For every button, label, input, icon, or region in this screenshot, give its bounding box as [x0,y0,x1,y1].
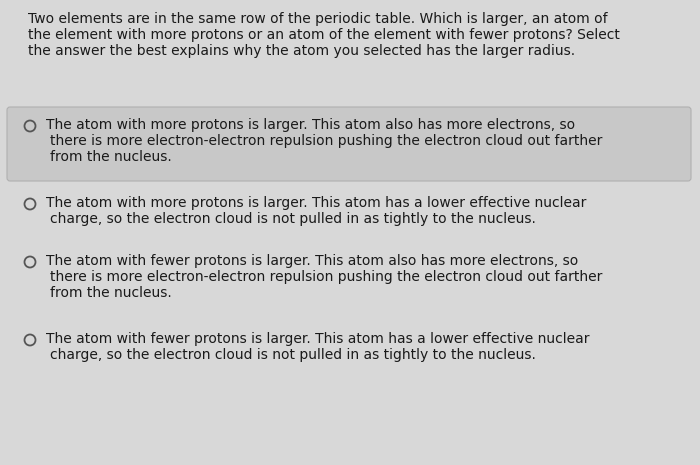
Text: the element with more protons or an atom of the element with fewer protons? Sele: the element with more protons or an atom… [28,28,620,42]
Text: from the nucleus.: from the nucleus. [50,150,172,164]
Text: The atom with fewer protons is larger. This atom has a lower effective nuclear: The atom with fewer protons is larger. T… [46,332,589,346]
FancyBboxPatch shape [7,107,691,181]
Text: charge, so the electron cloud is not pulled in as tightly to the nucleus.: charge, so the electron cloud is not pul… [50,348,536,362]
Text: charge, so the electron cloud is not pulled in as tightly to the nucleus.: charge, so the electron cloud is not pul… [50,212,536,226]
Text: The atom with more protons is larger. This atom has a lower effective nuclear: The atom with more protons is larger. Th… [46,196,587,210]
Text: there is more electron-electron repulsion pushing the electron cloud out farther: there is more electron-electron repulsio… [50,134,603,148]
Text: The atom with fewer protons is larger. This atom also has more electrons, so: The atom with fewer protons is larger. T… [46,254,578,268]
Text: from the nucleus.: from the nucleus. [50,286,172,300]
Text: the answer the best explains why the atom you selected has the larger radius.: the answer the best explains why the ato… [28,44,575,58]
Text: The atom with more protons is larger. This atom also has more electrons, so: The atom with more protons is larger. Th… [46,118,575,132]
Text: there is more electron-electron repulsion pushing the electron cloud out farther: there is more electron-electron repulsio… [50,270,603,284]
Text: Two elements are in the same row of the periodic table. Which is larger, an atom: Two elements are in the same row of the … [28,12,608,26]
